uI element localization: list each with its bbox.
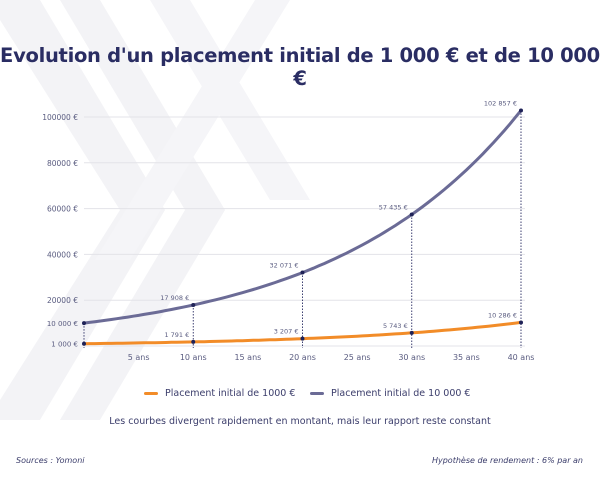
legend-swatch-orange — [144, 392, 158, 395]
y-tick-label: 80000 € — [47, 159, 78, 168]
data-label: 3 207 € — [274, 328, 299, 336]
data-point — [82, 321, 86, 326]
x-tick-label: 10 ans — [180, 353, 207, 362]
data-point — [519, 320, 523, 325]
data-point — [300, 336, 305, 341]
hypothesis-note: Hypothèse de rendement : 6% par an — [431, 456, 583, 465]
y-tick-label: 20000 € — [47, 296, 78, 305]
y-tick-label: 1 000 € — [51, 341, 78, 349]
data-label: 102 857 € — [484, 99, 517, 107]
legend-label: Placement initial de 1000 € — [165, 388, 296, 399]
data-point — [519, 108, 523, 113]
y-tick-label: 60000 € — [47, 205, 78, 214]
legend-item-10000: Placement initial de 10 000 € — [310, 388, 470, 399]
x-tick-label: 30 ans — [398, 353, 425, 362]
data-label: 17 908 € — [160, 294, 189, 302]
source-note: Sources : Yomoni — [16, 456, 85, 465]
data-label: 32 071 € — [270, 262, 299, 270]
legend-swatch-purple — [310, 392, 324, 395]
x-tick-label: 5 ans — [128, 353, 150, 362]
x-tick-label: 25 ans — [344, 353, 371, 362]
data-point — [409, 212, 414, 217]
legend-label: Placement initial de 10 000 € — [331, 388, 471, 399]
chart-caption: Les courbes divergent rapidement en mont… — [109, 416, 491, 427]
x-tick-label: 35 ans — [453, 353, 480, 362]
chart-title: Evolution d'un placement initial de 1 00… — [0, 44, 600, 90]
data-label: 5 743 € — [383, 322, 408, 330]
data-point — [409, 330, 414, 335]
legend-item-1000: Placement initial de 1000 € — [144, 388, 295, 399]
x-tick-label: 40 ans — [508, 353, 535, 362]
data-point — [191, 302, 196, 307]
data-point — [300, 270, 305, 275]
y-tick-label: 10 000 € — [47, 320, 78, 328]
data-label: 57 435 € — [379, 203, 408, 211]
y-tick-label: 40000 € — [47, 250, 78, 259]
data-label: 1 791 € — [164, 331, 189, 339]
data-label: 10 286 € — [488, 311, 517, 319]
x-tick-label: 20 ans — [289, 353, 316, 362]
y-tick-label: 100000 € — [42, 113, 78, 122]
x-tick-label: 15 ans — [234, 353, 261, 362]
data-point — [82, 341, 86, 346]
data-point — [191, 339, 196, 344]
